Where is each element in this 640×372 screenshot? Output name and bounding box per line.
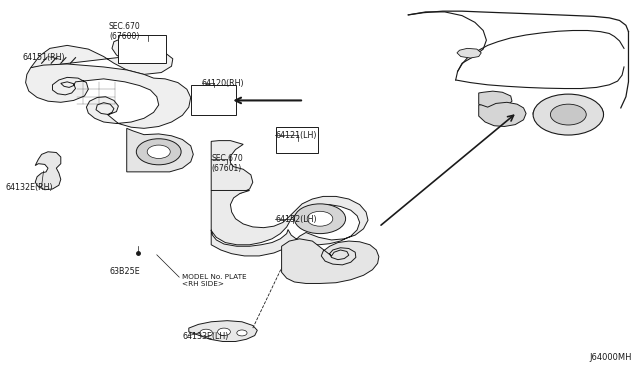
Circle shape: [237, 330, 247, 336]
Polygon shape: [211, 190, 368, 256]
Polygon shape: [127, 128, 193, 172]
Polygon shape: [211, 141, 253, 194]
Text: 64132E(RH): 64132E(RH): [5, 183, 52, 192]
Circle shape: [307, 211, 333, 226]
Polygon shape: [457, 48, 481, 58]
Text: 64121(LH): 64121(LH): [275, 131, 317, 140]
Circle shape: [294, 204, 346, 234]
Polygon shape: [189, 321, 257, 341]
Text: 64152(LH): 64152(LH): [275, 215, 317, 224]
Text: 63B25E: 63B25E: [109, 267, 140, 276]
Circle shape: [218, 328, 230, 336]
Text: 64120(RH): 64120(RH): [202, 79, 244, 88]
Polygon shape: [35, 152, 61, 190]
Bar: [118, 35, 166, 63]
Polygon shape: [26, 64, 191, 128]
Text: 64133E(LH): 64133E(LH): [182, 332, 228, 341]
Polygon shape: [282, 239, 379, 283]
Circle shape: [533, 94, 604, 135]
Polygon shape: [479, 91, 512, 109]
Text: MODEL No. PLATE
<RH SIDE>: MODEL No. PLATE <RH SIDE>: [182, 275, 247, 287]
Polygon shape: [31, 36, 173, 74]
Circle shape: [147, 145, 170, 158]
Text: SEC.670
(67600): SEC.670 (67600): [109, 22, 141, 41]
Circle shape: [550, 104, 586, 125]
Text: SEC.670
(67601): SEC.670 (67601): [211, 154, 243, 173]
Bar: [191, 85, 236, 115]
Polygon shape: [479, 102, 526, 126]
Text: 64151(RH): 64151(RH): [22, 53, 65, 62]
Circle shape: [200, 329, 212, 337]
Circle shape: [136, 139, 181, 165]
Bar: [276, 127, 318, 153]
Text: J64000MH: J64000MH: [590, 353, 632, 362]
